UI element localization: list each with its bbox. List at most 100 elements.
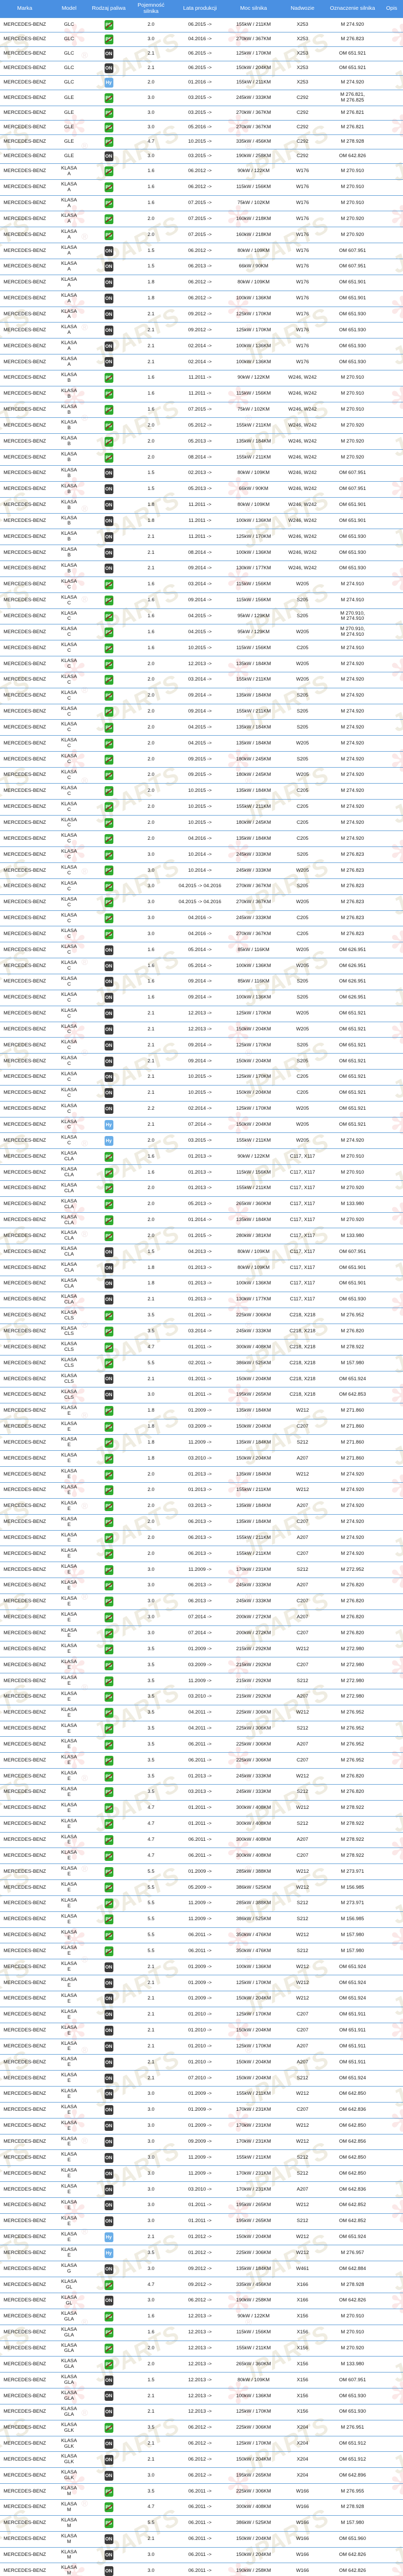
table-row[interactable]: MERCEDES-BENZ KLASA C ON 2.2 02.2014 -> 125kW…: [0, 1100, 403, 1117]
column-header-body[interactable]: Nadwozie: [280, 0, 325, 18]
table-row[interactable]: MERCEDES-BENZ KLASA B ON 1.8 11.2011 -> 80kW …: [0, 497, 403, 514]
table-row[interactable]: MERCEDES-BENZ KLASA CLA PB 1.6 01.2013 -> 90k…: [0, 1148, 403, 1165]
table-row[interactable]: MERCEDES-BENZ GLE PB 3.0 03.2015 -> 270kW / 3…: [0, 105, 403, 121]
table-row[interactable]: MERCEDES-BENZ KLASA E ON 3.0 01.2009 -> 155kW…: [0, 2086, 403, 2103]
table-row[interactable]: MERCEDES-BENZ KLASA E PB 2.0 01.2013 -> 155kW…: [0, 1482, 403, 1499]
column-header-model[interactable]: Model: [49, 0, 89, 18]
column-header-power[interactable]: Moc silnika: [227, 0, 280, 18]
table-row[interactable]: MERCEDES-BENZ GLE PB 3.0 05.2016 -> 270kW / 3…: [0, 120, 403, 135]
table-row[interactable]: MERCEDES-BENZ KLASA C PB 1.6 03.2014 -> 115kW…: [0, 576, 403, 593]
table-row[interactable]: MERCEDES-BENZ KLASA C PB 2.0 10.2015 -> 155kW…: [0, 799, 403, 816]
table-row[interactable]: MERCEDES-BENZ KLASA E PB 3.5 03.2010 -> 215kW…: [0, 1688, 403, 1705]
table-row[interactable]: MERCEDES-BENZ KLASA GL ON 3.0 06.2012 -> 190k…: [0, 2293, 403, 2309]
table-row[interactable]: MERCEDES-BENZ KLASA E ON 2.1 01.2009 -> 125kW…: [0, 1975, 403, 1991]
table-row[interactable]: MERCEDES-BENZ KLASA E ON 2.1 01.2009 -> 150kW…: [0, 1990, 403, 2007]
table-row[interactable]: MERCEDES-BENZ KLASA E PB 3.5 04.2011 -> 225kW…: [0, 1704, 403, 1721]
table-row[interactable]: MERCEDES-BENZ KLASA GLA ON 2.1 12.2013 -> 100…: [0, 2388, 403, 2404]
table-row[interactable]: MERCEDES-BENZ KLASA M PB 3.5 06.2011 -> 225kW…: [0, 2483, 403, 2500]
table-row[interactable]: MERCEDES-BENZ KLASA C ON 1.6 09.2014 -> 85kW …: [0, 973, 403, 990]
table-row[interactable]: MERCEDES-BENZ GLE PB 3.0 03.2015 -> 245kW / 3…: [0, 90, 403, 106]
table-row[interactable]: MERCEDES-BENZ KLASA C ON 2.1 09.2014 -> 150kW…: [0, 1053, 403, 1070]
table-row[interactable]: MERCEDES-BENZ KLASA E PB 2.0 01.2013 -> 135kW…: [0, 1466, 403, 1483]
table-row[interactable]: MERCEDES-BENZ KLASA B ON 1.5 05.2013 -> 66kW …: [0, 481, 403, 498]
column-header-engine-code[interactable]: Oznaczenie silnika: [325, 0, 380, 18]
table-row[interactable]: MERCEDES-BENZ KLASA C PB 3.0 10.2014 -> 245kW…: [0, 846, 403, 863]
table-row[interactable]: MERCEDES-BENZ KLASA E PB 3.5 03.2009 -> 215kW…: [0, 1657, 403, 1674]
table-row[interactable]: MERCEDES-BENZ KLASA C ON 1.6 05.2014 -> 100kW…: [0, 958, 403, 974]
table-row[interactable]: MERCEDES-BENZ GLE PB 4.7 10.2015 -> 335kW / 4…: [0, 134, 403, 149]
table-row[interactable]: MERCEDES-BENZ KLASA GLK ON 3.0 06.2012 -> 195…: [0, 2467, 403, 2484]
table-row[interactable]: MERCEDES-BENZ KLASA GLA PB 1.6 12.2013 -> 90k…: [0, 2308, 403, 2325]
table-row[interactable]: MERCEDES-BENZ KLASA CLA ON 1.8 01.2013 -> 80k…: [0, 1260, 403, 1276]
table-row[interactable]: MERCEDES-BENZ KLASA E PB 2.0 06.2013 -> 155kW…: [0, 1546, 403, 1563]
table-row[interactable]: MERCEDES-BENZ KLASA CLS ON 3.0 01.2011 -> 195…: [0, 1386, 403, 1403]
table-row[interactable]: MERCEDES-BENZ KLASA GLA PB 2.0 12.2013 -> 155…: [0, 2340, 403, 2357]
table-row[interactable]: MERCEDES-BENZ KLASA B PB 2.0 05.2013 -> 135kW…: [0, 433, 403, 450]
table-row[interactable]: MERCEDES-BENZ KLASA GLK ON 2.1 06.2012 -> 150…: [0, 2451, 403, 2468]
table-row[interactable]: MERCEDES-BENZ KLASA B ON 1.5 02.2013 -> 80kW …: [0, 465, 403, 482]
table-row[interactable]: MERCEDES-BENZ KLASA A ON 1.8 06.2012 -> 100kW…: [0, 290, 403, 307]
table-row[interactable]: MERCEDES-BENZ KLASA A PB 2.0 07.2015 -> 160kW…: [0, 227, 403, 244]
table-row[interactable]: MERCEDES-BENZ KLASA B PB 2.0 05.2012 -> 155kW…: [0, 417, 403, 434]
table-row[interactable]: MERCEDES-BENZ KLASA C PB 3.0 04.2015 -> 04.2…: [0, 878, 403, 895]
table-row[interactable]: MERCEDES-BENZ KLASA C PB 2.0 12.2013 -> 135kW…: [0, 656, 403, 672]
table-row[interactable]: MERCEDES-BENZ KLASA E Hy 2.1 01.2012 -> 150kW…: [0, 2229, 403, 2246]
table-row[interactable]: MERCEDES-BENZ KLASA GLA ON 1.5 12.2013 -> 80k…: [0, 2372, 403, 2389]
table-row[interactable]: MERCEDES-BENZ KLASA C PB 3.0 04.2015 -> 04.2…: [0, 894, 403, 911]
table-row[interactable]: MERCEDES-BENZ KLASA E PB 3.5 11.2009 -> 215kW…: [0, 1673, 403, 1689]
table-row[interactable]: MERCEDES-BENZ KLASA E PB 4.7 06.2011 -> 300kW…: [0, 1832, 403, 1849]
table-row[interactable]: MERCEDES-BENZ KLASA CLA PB 2.0 01.2015 -> 280…: [0, 1228, 403, 1245]
table-row[interactable]: MERCEDES-BENZ KLASA C PB 2.0 09.2014 -> 155kW…: [0, 703, 403, 720]
table-row[interactable]: MERCEDES-BENZ KLASA E PB 3.5 01.2013 -> 245kW…: [0, 1768, 403, 1785]
column-header-fuel[interactable]: Rodzaj paliwa: [89, 0, 129, 18]
table-row[interactable]: MERCEDES-BENZ KLASA A ON 2.1 09.2012 -> 125kW…: [0, 322, 403, 339]
table-row[interactable]: MERCEDES-BENZ KLASA B PB 2.0 08.2014 -> 155kW…: [0, 449, 403, 466]
table-row[interactable]: MERCEDES-BENZ KLASA E PB 3.0 06.2013 -> 245kW…: [0, 1593, 403, 1610]
column-header-description[interactable]: Opis: [380, 0, 403, 18]
table-row[interactable]: MERCEDES-BENZ KLASA M PB 5.5 06.2011 -> 386kW…: [0, 2515, 403, 2532]
table-row[interactable]: MERCEDES-BENZ KLASA E PB 1.8 03.2010 -> 150kW…: [0, 1450, 403, 1467]
table-row[interactable]: MERCEDES-BENZ KLASA A ON 1.5 06.2012 -> 80kW …: [0, 243, 403, 259]
table-row[interactable]: MERCEDES-BENZ KLASA C PB 1.6 04.2015 -> 95kW …: [0, 608, 403, 625]
column-header-marka[interactable]: Marka: [0, 0, 49, 18]
table-row[interactable]: MERCEDES-BENZ KLASA E PB 5.5 05.2009 -> 386kW…: [0, 1879, 403, 1896]
table-row[interactable]: MERCEDES-BENZ KLASA B ON 2.1 09.2014 -> 130kW…: [0, 561, 403, 577]
table-row[interactable]: MERCEDES-BENZ KLASA CLA ON 1.5 04.2013 -> 80k…: [0, 1244, 403, 1261]
table-row[interactable]: MERCEDES-BENZ KLASA E ON 2.1 01.2010 -> 150kW…: [0, 2054, 403, 2071]
table-row[interactable]: MERCEDES-BENZ KLASA E PB 3.0 06.2013 -> 245kW…: [0, 1578, 403, 1594]
table-row[interactable]: MERCEDES-BENZ KLASA C PB 2.0 10.2015 -> 135kW…: [0, 783, 403, 800]
table-row[interactable]: MERCEDES-BENZ KLASA CLS PB 4.7 01.2011 -> 300…: [0, 1339, 403, 1356]
table-row[interactable]: MERCEDES-BENZ KLASA C PB 2.0 09.2015 -> 180kW…: [0, 751, 403, 768]
table-row[interactable]: MERCEDES-BENZ KLASA C PB 2.0 10.2015 -> 180kW…: [0, 815, 403, 832]
table-row[interactable]: MERCEDES-BENZ KLASA GLA PB 2.0 12.2013 -> 265…: [0, 2356, 403, 2373]
table-row[interactable]: MERCEDES-BENZ KLASA GLA PB 1.6 12.2013 -> 115…: [0, 2324, 403, 2341]
table-row[interactable]: MERCEDES-BENZ KLASA CLA PB 1.6 01.2013 -> 115…: [0, 1164, 403, 1181]
table-row[interactable]: MERCEDES-BENZ KLASA E ON 2.1 01.2010 -> 125kW…: [0, 2006, 403, 2023]
table-row[interactable]: MERCEDES-BENZ KLASA E ON 3.0 01.2011 -> 195kW…: [0, 2197, 403, 2214]
table-row[interactable]: MERCEDES-BENZ KLASA E ON 3.0 01.2009 -> 170kW…: [0, 2117, 403, 2134]
table-row[interactable]: MERCEDES-BENZ KLASA E ON 3.0 01.2009 -> 170kW…: [0, 2102, 403, 2119]
table-row[interactable]: MERCEDES-BENZ KLASA C ON 1.6 05.2014 -> 85kW …: [0, 942, 403, 959]
table-row[interactable]: MERCEDES-BENZ KLASA E PB 5.5 06.2011 -> 350kW…: [0, 1927, 403, 1944]
table-row[interactable]: MERCEDES-BENZ KLASA C PB 2.0 09.2015 -> 180kW…: [0, 767, 403, 784]
table-row[interactable]: MERCEDES-BENZ KLASA A PB 1.6 06.2012 -> 90kW …: [0, 163, 403, 180]
table-row[interactable]: MERCEDES-BENZ KLASA C PB 2.0 04.2015 -> 135kW…: [0, 719, 403, 736]
table-row[interactable]: MERCEDES-BENZ KLASA E PB 3.0 07.2014 -> 200kW…: [0, 1609, 403, 1626]
table-row[interactable]: MERCEDES-BENZ KLASA C ON 1.6 09.2014 -> 100kW…: [0, 989, 403, 1006]
column-header-capacity[interactable]: Pojemność silnika: [129, 0, 173, 18]
table-row[interactable]: MERCEDES-BENZ KLASA E PB 1.8 11.2009 -> 135kW…: [0, 1434, 403, 1451]
table-row[interactable]: MERCEDES-BENZ KLASA C ON 2.1 12.2013 -> 125kW…: [0, 1005, 403, 1022]
table-row[interactable]: MERCEDES-BENZ KLASA C PB 3.0 04.2016 -> 270kW…: [0, 926, 403, 943]
table-row[interactable]: MERCEDES-BENZ KLASA M ON 3.0 06.2011 -> 190kW…: [0, 2563, 403, 2576]
table-row[interactable]: MERCEDES-BENZ KLASA E ON 2.1 01.2010 -> 150kW…: [0, 2022, 403, 2039]
table-row[interactable]: MERCEDES-BENZ GLC ON 2.1 06.2015 -> 150kW / 2…: [0, 61, 403, 76]
table-row[interactable]: MERCEDES-BENZ KLASA E ON 3.0 11.2009 -> 155kW…: [0, 2149, 403, 2166]
table-row[interactable]: MERCEDES-BENZ KLASA E PB 2.0 06.2013 -> 155kW…: [0, 1530, 403, 1547]
table-row[interactable]: MERCEDES-BENZ KLASA E ON 3.0 03.2010 -> 170kW…: [0, 2181, 403, 2198]
table-row[interactable]: MERCEDES-BENZ KLASA A ON 1.8 06.2012 -> 80kW …: [0, 274, 403, 291]
table-row[interactable]: MERCEDES-BENZ KLASA C ON 2.1 10.2015 -> 125kW…: [0, 1069, 403, 1086]
table-row[interactable]: MERCEDES-BENZ KLASA C ON 2.1 12.2013 -> 150kW…: [0, 1021, 403, 1038]
table-row[interactable]: MERCEDES-BENZ KLASA E PB 4.7 01.2011 -> 300kW…: [0, 1816, 403, 1833]
table-row[interactable]: MERCEDES-BENZ KLASA GL PB 4.7 09.2012 -> 335k…: [0, 2277, 403, 2293]
table-row[interactable]: MERCEDES-BENZ KLASA CLA PB 2.0 01.2013 -> 155…: [0, 1180, 403, 1197]
